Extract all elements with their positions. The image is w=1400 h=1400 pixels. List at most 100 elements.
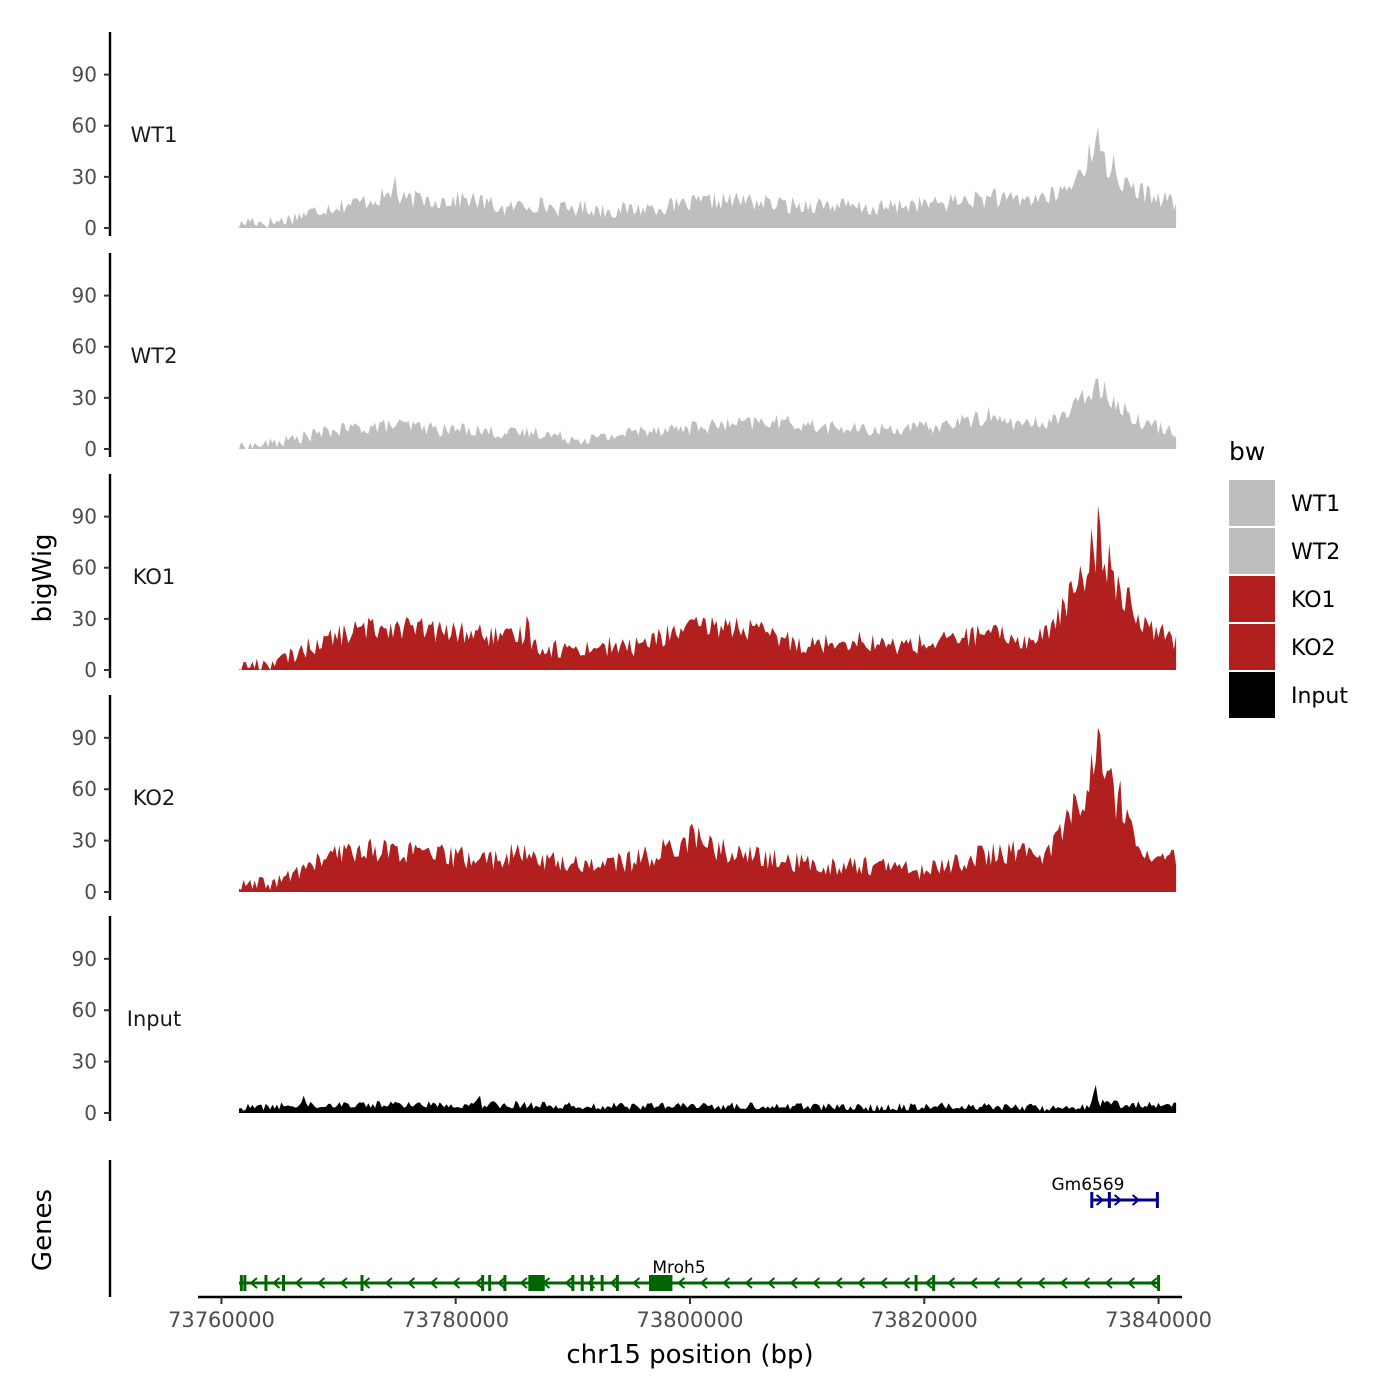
strand-chevron: [249, 1277, 258, 1289]
strand-chevron: [1036, 1277, 1046, 1289]
exon: [914, 1275, 918, 1291]
legend-label: WT2: [1291, 540, 1340, 565]
x-tick-label: 73780000: [402, 1308, 509, 1332]
strand-chevron: [429, 1277, 438, 1289]
x-axis-label: chr15 position (bp): [566, 1340, 813, 1370]
y-tick-label: 30: [72, 607, 97, 631]
strand-chevron: [856, 1277, 866, 1289]
strand-chevron: [271, 1277, 281, 1289]
exon: [481, 1275, 485, 1291]
strand-chevron: [384, 1277, 393, 1289]
strand-chevron: [1081, 1277, 1091, 1289]
y-tick-label: 60: [72, 556, 97, 580]
strand-chevron: [451, 1277, 461, 1289]
track-label-wt2: WT2: [131, 344, 178, 368]
signal-area-input: [239, 1085, 1177, 1113]
genes-axis-label: Genes: [28, 1189, 58, 1271]
strand-chevron: [676, 1277, 686, 1289]
x-tick-label: 73760000: [168, 1308, 275, 1332]
exon: [243, 1275, 247, 1291]
legend-item-ko2: KO2: [1229, 624, 1336, 670]
exon: [282, 1275, 286, 1291]
exon: [615, 1275, 619, 1291]
legend-label: WT1: [1291, 492, 1340, 517]
strand-chevron: [789, 1277, 798, 1289]
strand-chevron: [1149, 1277, 1158, 1289]
legend-item-wt1: WT1: [1229, 480, 1340, 526]
y-tick-label: 0: [84, 658, 97, 682]
track-label-wt1: WT1: [131, 123, 178, 147]
strand-chevron: [744, 1277, 753, 1289]
gene-label: Mroh5: [652, 1258, 705, 1278]
strand-chevron: [406, 1277, 416, 1289]
exon: [503, 1275, 507, 1291]
strand-chevron: [1113, 1194, 1123, 1206]
y-tick-label: 90: [72, 726, 97, 750]
track-input: 0 30 60 90 Input: [72, 916, 1177, 1125]
track-ko1: 0 30 60 90 KO1: [72, 474, 1177, 682]
legend-swatch: [1229, 480, 1275, 526]
y-tick-label: 60: [72, 114, 97, 138]
track-wt1: 0 30 60 90 WT1: [72, 32, 1177, 240]
strand-chevron: [294, 1277, 303, 1289]
legend-item-wt2: WT2: [1229, 528, 1340, 574]
strand-chevron: [1095, 1194, 1105, 1206]
x-axis: 73760000 73780000 73800000 73820000 73840000: [168, 1295, 1212, 1332]
legend-item-ko1: KO1: [1229, 576, 1336, 622]
track-panels: 0 30 60 90 WT1 0 30 60 90 WT2 0 30 60 90 KO1 0 30 60 90 KO2…: [72, 32, 1177, 1125]
strand-chevron: [879, 1277, 888, 1289]
exon: [239, 1275, 243, 1291]
strand-chevron: [339, 1277, 348, 1289]
signal-area-wt1: [239, 127, 1177, 228]
strand-chevron: [564, 1277, 573, 1289]
legend-swatch: [1229, 576, 1275, 622]
y-tick-label: 90: [72, 505, 97, 529]
y-tick-label: 90: [72, 63, 97, 87]
strand-chevron: [811, 1277, 821, 1289]
exon: [932, 1275, 936, 1291]
exon: [571, 1275, 575, 1291]
strand-chevron: [1059, 1277, 1068, 1289]
exon-large: [649, 1275, 673, 1291]
strand-chevron: [946, 1277, 956, 1289]
x-tick-label: 73800000: [637, 1308, 744, 1332]
exon: [488, 1275, 492, 1291]
strand-chevron: [519, 1277, 528, 1289]
y-tick-label: 90: [72, 947, 97, 971]
exon: [1090, 1192, 1094, 1208]
strand-chevron: [834, 1277, 843, 1289]
x-tick-label: 73840000: [1105, 1308, 1212, 1332]
exon: [360, 1275, 364, 1291]
y-tick-label: 60: [72, 998, 97, 1022]
x-tick-label: 73820000: [871, 1308, 978, 1332]
exon-large: [528, 1275, 545, 1291]
strand-chevron: [901, 1277, 911, 1289]
track-wt2: 0 30 60 90 WT2: [72, 253, 1177, 461]
gene-panel: Mroh5 Gm6569: [108, 1160, 1161, 1297]
legend: bw WT1 WT2 KO1 KO2 Input: [1229, 437, 1348, 718]
y-tick-label: 30: [72, 165, 97, 189]
strand-chevron: [474, 1277, 483, 1289]
legend-swatch: [1229, 672, 1275, 718]
strand-chevron: [496, 1277, 506, 1289]
strand-chevron: [969, 1277, 978, 1289]
exon: [1157, 1275, 1161, 1291]
signal-area-wt2: [239, 378, 1177, 449]
strand-chevron: [609, 1277, 618, 1289]
exon: [580, 1275, 584, 1291]
exon: [600, 1275, 604, 1291]
y-axis-label: bigWig: [28, 533, 58, 622]
exon: [1107, 1192, 1111, 1208]
legend-label: KO2: [1291, 636, 1336, 661]
legend-swatch: [1229, 624, 1275, 670]
track-ko2: 0 30 60 90 KO2: [72, 695, 1177, 904]
strand-chevron: [924, 1277, 933, 1289]
legend-label: KO1: [1291, 588, 1336, 613]
exon: [264, 1275, 268, 1291]
strand-chevron: [699, 1277, 708, 1289]
y-tick-label: 30: [72, 386, 97, 410]
gene-mroh5: Mroh5: [239, 1258, 1161, 1291]
gene-label: Gm6569: [1052, 1175, 1125, 1195]
strand-chevron: [316, 1277, 326, 1289]
